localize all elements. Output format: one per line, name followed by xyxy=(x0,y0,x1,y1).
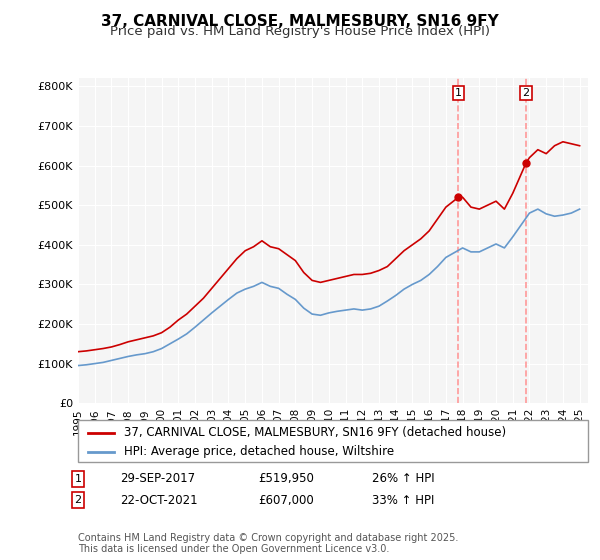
FancyBboxPatch shape xyxy=(78,420,588,462)
Text: 2: 2 xyxy=(523,88,530,98)
Text: £607,000: £607,000 xyxy=(258,493,314,507)
Text: 37, CARNIVAL CLOSE, MALMESBURY, SN16 9FY: 37, CARNIVAL CLOSE, MALMESBURY, SN16 9FY xyxy=(101,14,499,29)
Text: 26% ↑ HPI: 26% ↑ HPI xyxy=(372,472,434,486)
Text: Contains HM Land Registry data © Crown copyright and database right 2025.
This d: Contains HM Land Registry data © Crown c… xyxy=(78,533,458,554)
Text: Price paid vs. HM Land Registry's House Price Index (HPI): Price paid vs. HM Land Registry's House … xyxy=(110,25,490,38)
Text: 33% ↑ HPI: 33% ↑ HPI xyxy=(372,493,434,507)
Text: HPI: Average price, detached house, Wiltshire: HPI: Average price, detached house, Wilt… xyxy=(124,445,394,458)
Text: 1: 1 xyxy=(74,474,82,484)
Text: 2: 2 xyxy=(74,495,82,505)
Text: 37, CARNIVAL CLOSE, MALMESBURY, SN16 9FY (detached house): 37, CARNIVAL CLOSE, MALMESBURY, SN16 9FY… xyxy=(124,426,506,439)
Text: 1: 1 xyxy=(455,88,462,98)
Text: 22-OCT-2021: 22-OCT-2021 xyxy=(120,493,197,507)
Text: 29-SEP-2017: 29-SEP-2017 xyxy=(120,472,195,486)
Text: £519,950: £519,950 xyxy=(258,472,314,486)
